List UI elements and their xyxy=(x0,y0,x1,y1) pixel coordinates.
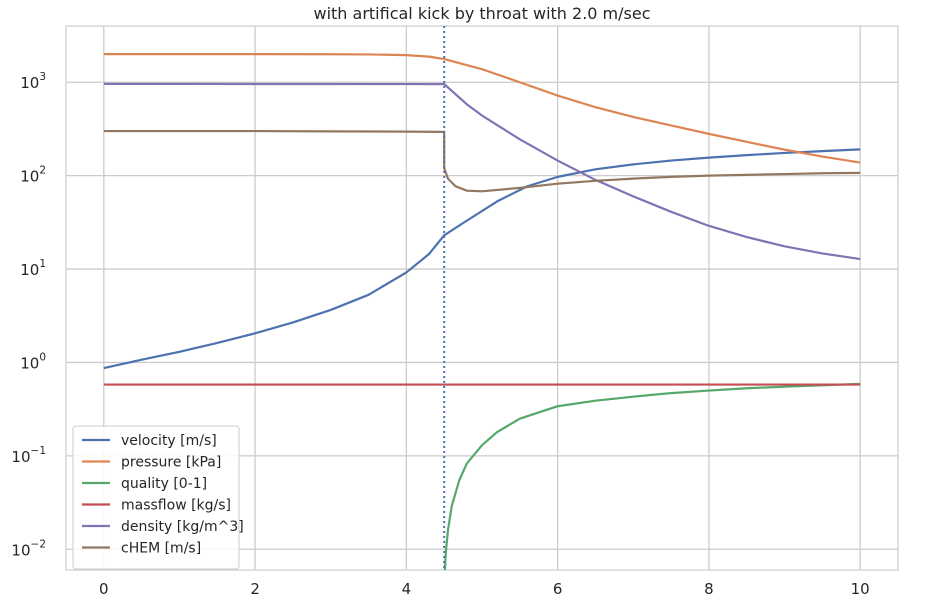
series-line xyxy=(443,382,861,570)
y-tick-label: 100 xyxy=(20,351,46,372)
series-line xyxy=(103,129,861,193)
series-line xyxy=(103,148,861,370)
series-line xyxy=(103,82,861,261)
axes: 0 2 4 6 8 10 10−2 10−1 100 101 102 103 xyxy=(11,71,869,598)
legend-label: velocity [m/s] xyxy=(121,433,217,449)
y-tick-label: 101 xyxy=(20,258,46,279)
legend-label: quality [0-1] xyxy=(121,476,207,492)
legend-label: massflow [kg/s] xyxy=(121,498,231,514)
legend: velocity [m/s] pressure [kPa] quality [0-1… xyxy=(72,425,244,570)
legend-box xyxy=(72,425,240,570)
x-tick-label: 6 xyxy=(553,580,563,598)
legend-label: pressure [kPa] xyxy=(121,455,221,471)
y-tick-label: 102 xyxy=(20,165,46,186)
plot-area xyxy=(103,26,861,570)
legend-label: density [kg/m^3] xyxy=(121,519,244,535)
series-line xyxy=(103,53,861,164)
y-tick-label: 103 xyxy=(20,71,46,92)
x-tick-label: 8 xyxy=(704,580,714,598)
x-tick-label: 10 xyxy=(851,580,870,598)
x-tick-label: 2 xyxy=(250,580,260,598)
x-tick-label: 4 xyxy=(402,580,412,598)
legend-label: cHEM [m/s] xyxy=(121,541,201,557)
y-tick-label: 10−2 xyxy=(11,538,46,559)
y-tick-label: 10−1 xyxy=(11,445,46,466)
chart-title: with artifical kick by throat with 2.0 m… xyxy=(313,4,650,23)
x-tick-label: 0 xyxy=(99,580,109,598)
